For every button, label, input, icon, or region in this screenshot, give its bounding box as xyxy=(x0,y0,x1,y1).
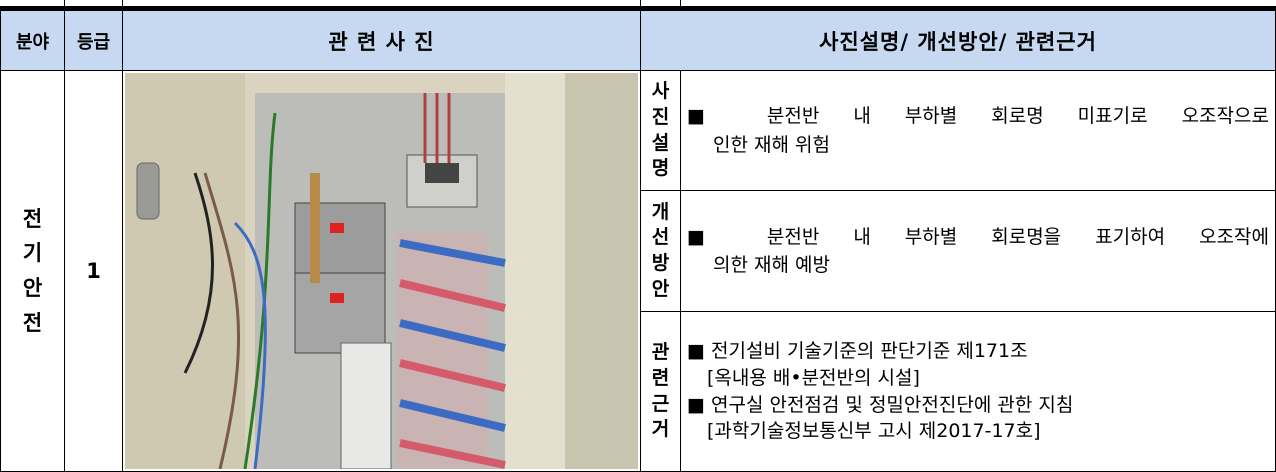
section-label-cell: 사진설명 xyxy=(640,70,681,191)
photo xyxy=(125,73,638,469)
grade-text: 1 xyxy=(86,259,101,283)
text-line: [옥내용 배•분전반의 시설] xyxy=(707,366,920,389)
section-content: ■ 분전반 내 부하별 회로명 미표기로 오조작으로 인한 재해 위험 xyxy=(680,70,1276,191)
field-cell: 전기안전 xyxy=(0,70,65,472)
section-label-cell: 관련근거 xyxy=(640,311,681,472)
section-label: 관련근거 xyxy=(651,341,670,441)
section-label-cell: 개선방안 xyxy=(640,190,681,312)
section-label: 개선방안 xyxy=(651,200,670,300)
text-line: ■ 분전반 내 부하별 회로명을 표기하여 오조작에 xyxy=(687,225,1269,248)
text-line: 인한 재해 위험 xyxy=(713,133,830,156)
text-line: [과학기술정보통신부 고시 제2017-17호] xyxy=(707,420,1041,443)
header-cell: 등급 xyxy=(64,10,123,71)
header-cell: 분야 xyxy=(0,10,65,71)
header-cell: 관 련 사 진 xyxy=(122,10,641,71)
text-line: 의한 재해 예방 xyxy=(713,254,830,276)
section-content: ■ 분전반 내 부하별 회로명을 표기하여 오조작에 의한 재해 예방 xyxy=(680,190,1276,312)
text-line: ■ 연구실 안전점검 및 정밀안전진단에 관한 지침 xyxy=(687,393,1074,416)
section-label: 사진설명 xyxy=(651,80,670,180)
top-strip xyxy=(0,0,1276,10)
text-line: ■ 분전반 내 부하별 회로명 미표기로 오조작으로 xyxy=(687,105,1269,127)
photo-cell xyxy=(122,70,641,472)
grade-cell: 1 xyxy=(64,70,123,472)
text-line: ■ 전기설비 기술기준의 판단기준 제171조 xyxy=(687,340,1028,363)
field-text: 전기안전 xyxy=(22,206,43,335)
header-cell: 사진설명/ 개선방안/ 관련근거 xyxy=(640,10,1276,71)
section-content: ■ 전기설비 기술기준의 판단기준 제171조 [옥내용 배•분전반의 시설] … xyxy=(680,311,1276,472)
